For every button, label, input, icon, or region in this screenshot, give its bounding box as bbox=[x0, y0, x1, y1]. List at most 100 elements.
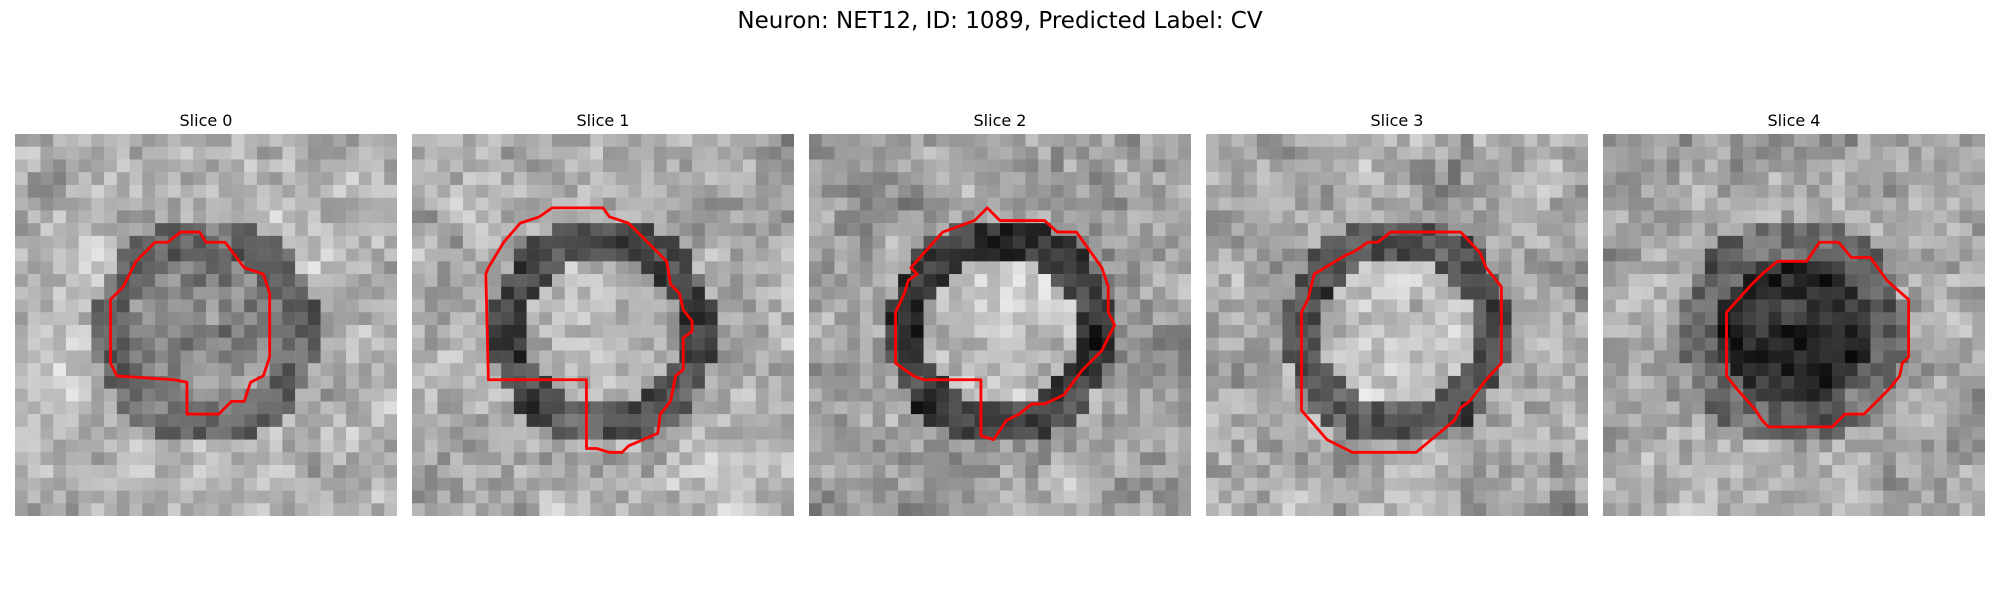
pixel bbox=[1295, 134, 1309, 147]
pixel bbox=[1908, 388, 1922, 402]
pixel bbox=[1244, 286, 1258, 300]
pixel bbox=[987, 223, 1001, 237]
pixel bbox=[437, 414, 451, 428]
pixel bbox=[1628, 337, 1642, 351]
pixel bbox=[218, 325, 232, 338]
pixel bbox=[384, 452, 397, 466]
pixel bbox=[437, 274, 451, 288]
pixel bbox=[1641, 426, 1655, 440]
pixel bbox=[885, 414, 899, 428]
pixel bbox=[1781, 134, 1795, 147]
pixel bbox=[1498, 159, 1512, 173]
pixel bbox=[1857, 439, 1871, 453]
pixel bbox=[40, 388, 54, 402]
pixel bbox=[1908, 210, 1922, 224]
pixel bbox=[717, 325, 731, 338]
pixel bbox=[539, 312, 553, 326]
pixel bbox=[1358, 184, 1372, 198]
pixel bbox=[129, 350, 143, 364]
pixel bbox=[1422, 375, 1436, 389]
pixel bbox=[768, 350, 782, 364]
pixel bbox=[1397, 375, 1410, 389]
pixel bbox=[437, 172, 451, 186]
pixel bbox=[1409, 274, 1423, 288]
pixel bbox=[809, 503, 822, 516]
pixel bbox=[1012, 274, 1026, 288]
pixel bbox=[1358, 312, 1372, 326]
pixel bbox=[1908, 414, 1922, 428]
pixel bbox=[717, 465, 731, 479]
pixel bbox=[1165, 286, 1179, 300]
pixel bbox=[1692, 248, 1706, 262]
pixel bbox=[1473, 452, 1487, 466]
pixel bbox=[1692, 337, 1706, 351]
pixel bbox=[104, 490, 118, 504]
pixel bbox=[1473, 414, 1487, 428]
pixel bbox=[371, 490, 385, 504]
pixel bbox=[116, 414, 130, 428]
pixel bbox=[53, 375, 67, 389]
pixel bbox=[1422, 503, 1436, 516]
pixel bbox=[1844, 172, 1858, 186]
pixel bbox=[1844, 388, 1858, 402]
pixel bbox=[768, 452, 782, 466]
pixel bbox=[91, 248, 105, 262]
pixel bbox=[564, 248, 578, 262]
pixel bbox=[307, 414, 321, 428]
pixel bbox=[1972, 401, 1985, 415]
pixel bbox=[155, 210, 169, 224]
pixel bbox=[1895, 172, 1909, 186]
pixel bbox=[1409, 337, 1423, 351]
pixel bbox=[1063, 134, 1077, 147]
pixel bbox=[333, 248, 347, 262]
pixel bbox=[1127, 350, 1141, 364]
pixel bbox=[40, 223, 54, 237]
pixel bbox=[1730, 477, 1744, 491]
pixel bbox=[910, 490, 924, 504]
pixel bbox=[1320, 172, 1334, 186]
pixel bbox=[1076, 172, 1090, 186]
pixel bbox=[1524, 286, 1538, 300]
pixel bbox=[1768, 325, 1782, 338]
pixel bbox=[1972, 388, 1985, 402]
pixel bbox=[295, 184, 309, 198]
pixel bbox=[1819, 414, 1833, 428]
pixel bbox=[1012, 172, 1026, 186]
pixel bbox=[53, 235, 67, 249]
pixel bbox=[475, 235, 489, 249]
slice-image-1 bbox=[412, 134, 794, 516]
pixel bbox=[218, 210, 232, 224]
pixel bbox=[53, 146, 67, 160]
pixel bbox=[1063, 235, 1077, 249]
pixel bbox=[256, 401, 270, 415]
pixel bbox=[371, 235, 385, 249]
pixel bbox=[15, 337, 28, 351]
pixel bbox=[1575, 223, 1588, 237]
pixel bbox=[539, 337, 553, 351]
pixel bbox=[142, 452, 156, 466]
pixel bbox=[1244, 261, 1258, 275]
pixel bbox=[1806, 286, 1820, 300]
pixel bbox=[847, 337, 861, 351]
pixel bbox=[1473, 197, 1487, 211]
pixel bbox=[539, 274, 553, 288]
pixel bbox=[384, 426, 397, 440]
pixel bbox=[1730, 363, 1744, 377]
pixel bbox=[1371, 223, 1385, 237]
pixel bbox=[1870, 184, 1884, 198]
pixel bbox=[692, 388, 706, 402]
pixel bbox=[180, 223, 194, 237]
pixel bbox=[768, 223, 782, 237]
pixel bbox=[307, 350, 321, 364]
pixel bbox=[743, 312, 757, 326]
pixel bbox=[1447, 274, 1461, 288]
pixel bbox=[1282, 426, 1296, 440]
pixel bbox=[577, 223, 591, 237]
pixel bbox=[333, 312, 347, 326]
pixel bbox=[475, 184, 489, 198]
pixel bbox=[1959, 414, 1973, 428]
pixel bbox=[821, 439, 835, 453]
pixel bbox=[384, 210, 397, 224]
pixel bbox=[1679, 159, 1693, 173]
pixel bbox=[1295, 490, 1309, 504]
